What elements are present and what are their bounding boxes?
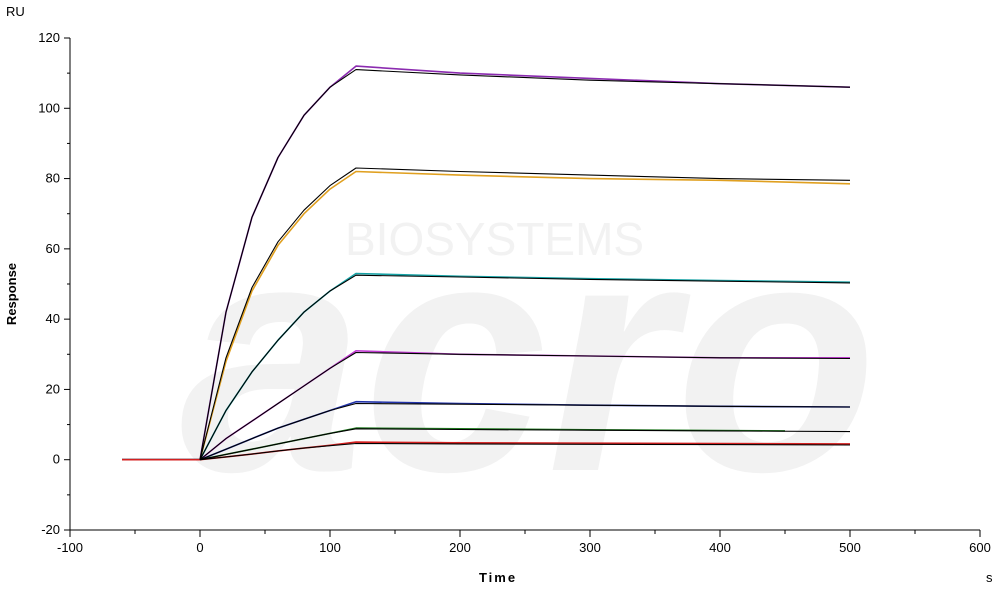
series-line-2 [122,170,851,461]
y-tick-label: 20 [46,381,60,396]
x-tick-label: 0 [196,540,203,555]
x-tick-label: 600 [969,540,991,555]
y-tick-label: 40 [46,311,60,326]
x-unit-label: s [986,570,993,585]
y-tick-label: 0 [53,452,60,467]
x-tick-label: 400 [709,540,731,555]
fit-line-5 [199,402,851,461]
y-tick-label: -20 [41,522,60,537]
x-tick-label: 500 [839,540,861,555]
tick-marks [64,37,981,537]
watermark-text: BIOSYSTEMS [345,213,644,265]
y-tick-label: 60 [46,241,60,256]
x-tick-label: 300 [579,540,601,555]
watermark-logo: acro BIOSYSTEMS [180,171,877,540]
fit-line-4 [199,351,851,461]
y-tick-label: 100 [38,100,60,115]
y-tick-label: 120 [38,30,60,45]
fit-line-2 [199,167,851,460]
y-axis-title: Response [4,263,19,325]
x-axis-title: Time [479,570,517,585]
fit-line-7 [199,442,851,461]
fit-line-1 [199,69,851,460]
y-tick-label: 80 [46,171,60,186]
x-tick-label: 100 [319,540,341,555]
fit-line-6 [199,428,851,461]
y-unit-label: RU [6,4,25,19]
fit-line-3 [199,274,851,460]
x-tick-label: -100 [57,540,83,555]
x-tick-label: 200 [449,540,471,555]
fit-layer [199,69,851,461]
tick-labels: -20 0 20 40 60 80 100 120 -100 0 100 200 300 400 500 60… [38,30,991,555]
